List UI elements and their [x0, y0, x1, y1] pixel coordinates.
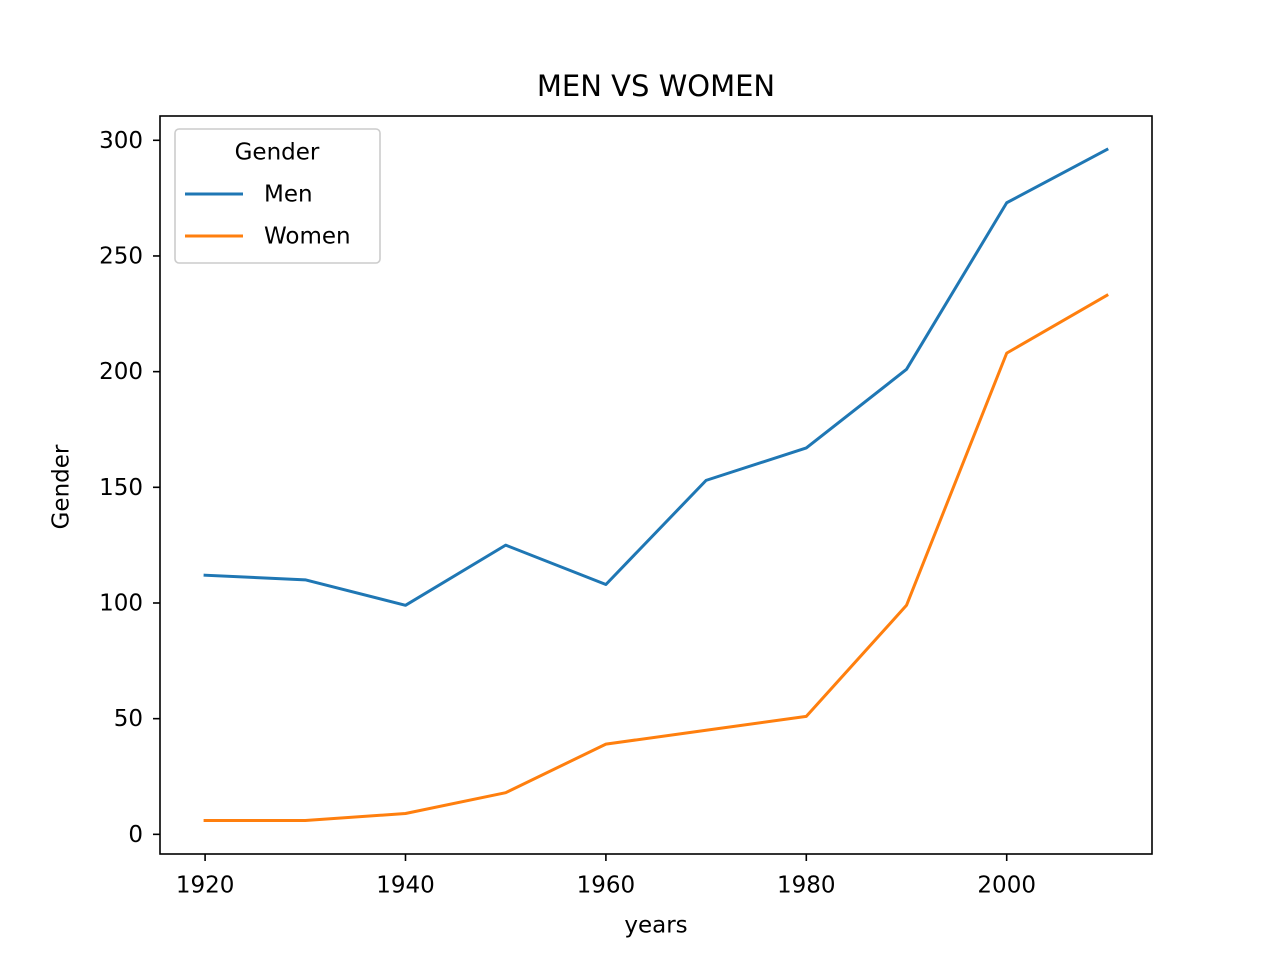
y-tick-label: 100 — [99, 590, 143, 616]
y-tick-label: 250 — [99, 243, 143, 269]
ticks-layer: 1920 1940 1960 1980 2000 0 50 100 150 200 250 300 — [99, 128, 1036, 899]
x-tick-label: 1940 — [376, 873, 435, 899]
legend-title: Gender — [235, 140, 320, 166]
chart-title: MEN VS WOMEN — [537, 69, 775, 103]
y-axis-label: Gender — [49, 444, 75, 529]
x-tick-label: 1980 — [777, 873, 836, 899]
y-tick-label: 0 — [128, 822, 143, 848]
legend-label-women: Women — [264, 224, 351, 250]
series-line-women — [203, 293, 1109, 822]
legend: Gender Men Women — [174, 128, 381, 264]
x-tick-label: 1920 — [176, 873, 235, 899]
y-tick-label: 200 — [99, 359, 143, 385]
y-tick-label: 50 — [114, 706, 143, 732]
legend-label-men: Men — [264, 182, 313, 208]
y-tick-label: 150 — [99, 475, 143, 501]
x-tick-label: 2000 — [977, 873, 1036, 899]
x-tick-label: 1960 — [577, 873, 636, 899]
x-axis-label: years — [624, 913, 687, 939]
y-tick-label: 300 — [99, 128, 143, 154]
legend-box — [174, 128, 381, 264]
series-line-men — [203, 147, 1109, 607]
plot-frame — [159, 115, 1153, 855]
series-layer — [203, 147, 1109, 822]
